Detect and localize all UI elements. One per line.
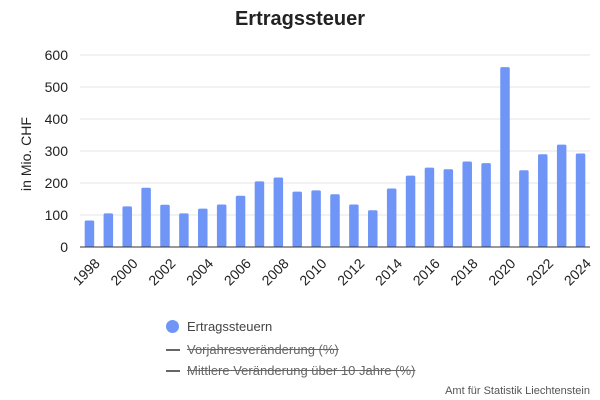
bar-2009[interactable] xyxy=(292,191,302,247)
x-tick-label: 1998 xyxy=(70,255,103,288)
y-tick-labels: 0 100 200 300 400 500 600 xyxy=(45,47,69,255)
y-tick-label: 0 xyxy=(60,239,68,255)
bar-2024[interactable] xyxy=(575,153,586,247)
bar-2002[interactable] xyxy=(160,204,170,247)
x-tick-label: 2006 xyxy=(221,255,254,288)
x-tick-label: 2012 xyxy=(334,255,367,288)
bar-2013[interactable] xyxy=(368,210,378,247)
y-tick-label: 400 xyxy=(45,111,69,127)
bar-2017[interactable] xyxy=(443,169,454,247)
source-credit[interactable]: Amt für Statistik Liechtenstein xyxy=(445,385,590,397)
legend-label: Vorjahresveränderung (%) xyxy=(187,342,339,357)
bar-2020[interactable] xyxy=(500,67,510,247)
legend-line-icon xyxy=(166,348,180,351)
bars xyxy=(84,67,586,247)
x-tick-labels: 1998 2000 2002 2004 2006 2008 2010 2012 2014 2016… xyxy=(70,255,595,288)
x-tick-label: 2008 xyxy=(258,255,291,288)
bar-2010[interactable] xyxy=(311,190,321,247)
bar-2004[interactable] xyxy=(198,208,208,247)
x-tick-label: 2002 xyxy=(145,255,178,288)
grid-lines xyxy=(80,54,590,216)
y-axis-label: in Mio. CHF xyxy=(18,117,34,191)
bar-2015[interactable] xyxy=(405,175,416,247)
bar-1998[interactable] xyxy=(84,220,95,247)
chart-title: Ertragssteuer xyxy=(234,8,366,30)
bar-2005[interactable] xyxy=(216,204,227,247)
legend-dot-icon xyxy=(166,320,179,333)
y-tick-label: 500 xyxy=(45,79,69,95)
x-tick-label: 2014 xyxy=(372,255,405,288)
bar-2018[interactable] xyxy=(462,161,472,247)
y-tick-label: 200 xyxy=(45,175,69,191)
bar-2021[interactable] xyxy=(519,170,529,247)
bar-2001[interactable] xyxy=(141,187,151,247)
x-tick-label: 2020 xyxy=(485,255,518,288)
x-tick-label: 2018 xyxy=(447,255,480,288)
legend-item-vorjahresveraenderung[interactable]: Vorjahresveränderung (%) xyxy=(166,342,339,357)
bar-2014[interactable] xyxy=(386,188,397,247)
bar-2012[interactable] xyxy=(349,204,359,247)
bar-2007[interactable] xyxy=(254,181,265,247)
bar-2023[interactable] xyxy=(556,144,567,247)
legend-line-icon xyxy=(166,369,180,372)
bar-chart: 0 100 200 300 400 500 600 1998 2000 2002 2004 2006… xyxy=(18,47,595,289)
x-tick-label: 2022 xyxy=(523,255,556,288)
x-tick-label: 2016 xyxy=(410,255,443,288)
y-tick-label: 600 xyxy=(45,47,69,63)
legend-item-ertragssteuern[interactable]: Ertragssteuern xyxy=(166,319,272,334)
y-tick-label: 100 xyxy=(45,207,69,223)
bar-2000[interactable] xyxy=(122,206,132,247)
y-tick-label: 300 xyxy=(45,143,69,159)
legend-item-mittlere-veraenderung[interactable]: Mittlere Veränderung über 10 Jahre (%) xyxy=(166,363,415,378)
legend-label: Ertragssteuern xyxy=(187,319,273,334)
x-tick-label: 2024 xyxy=(561,255,594,288)
bar-1999[interactable] xyxy=(103,213,114,247)
bar-2003[interactable] xyxy=(179,213,189,247)
x-tick-label: 2004 xyxy=(183,255,216,288)
bar-2011[interactable] xyxy=(330,194,340,247)
x-tick-label: 2000 xyxy=(107,255,140,288)
legend-label: Mittlere Veränderung über 10 Jahre (%) xyxy=(187,363,416,378)
bar-2022[interactable] xyxy=(538,154,548,247)
x-tick-label: 2010 xyxy=(296,255,329,288)
bar-2016[interactable] xyxy=(424,167,435,247)
bar-2008[interactable] xyxy=(273,177,284,247)
bar-2006[interactable] xyxy=(235,195,246,247)
bar-2019[interactable] xyxy=(481,163,491,247)
